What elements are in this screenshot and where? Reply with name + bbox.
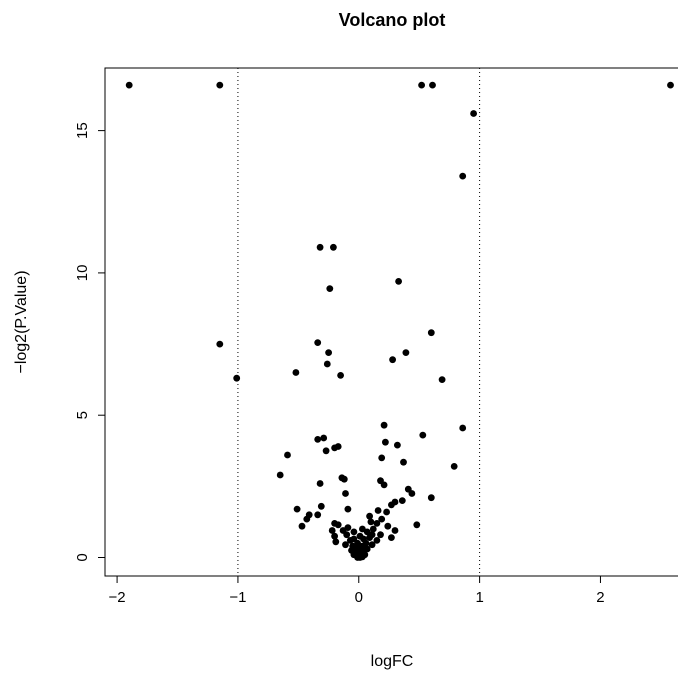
- data-point: [374, 507, 382, 514]
- data-point: [400, 458, 407, 466]
- data-point: [325, 349, 332, 356]
- data-point: [328, 527, 336, 534]
- data-point: [380, 421, 388, 429]
- data-point: [314, 436, 322, 443]
- data-point: [350, 528, 358, 536]
- data-point: [292, 369, 300, 376]
- data-point: [427, 494, 435, 502]
- data-point: [383, 508, 390, 516]
- data-point: [342, 541, 349, 549]
- x-tick-label: 0: [355, 589, 363, 606]
- y-tick-label: 0: [74, 553, 91, 561]
- data-point: [125, 81, 133, 89]
- data-point: [331, 532, 338, 540]
- data-point: [317, 502, 325, 510]
- data-point: [316, 480, 324, 487]
- data-point: [367, 518, 375, 526]
- data-point: [402, 349, 410, 356]
- data-point: [322, 447, 330, 455]
- x-tick-label: 1: [475, 589, 483, 606]
- data-point: [377, 531, 384, 539]
- x-tick-label: −2: [109, 589, 126, 606]
- data-point: [216, 81, 224, 89]
- data-point: [342, 490, 349, 497]
- y-tick-label: 10: [74, 265, 91, 282]
- data-point: [470, 110, 477, 117]
- data-point: [378, 454, 386, 462]
- data-point: [314, 511, 322, 519]
- data-point: [326, 285, 334, 292]
- data-point: [369, 525, 377, 533]
- y-tick-label: 15: [74, 122, 91, 139]
- data-point: [408, 490, 416, 497]
- data-point: [384, 522, 392, 530]
- data-point: [284, 451, 291, 459]
- x-axis-label: logFC: [371, 653, 414, 670]
- data-point: [330, 243, 337, 251]
- data-points: [125, 81, 674, 561]
- data-point: [331, 444, 338, 452]
- data-point: [394, 441, 401, 449]
- data-point: [459, 172, 467, 180]
- data-point: [276, 471, 284, 479]
- data-point: [340, 475, 348, 483]
- data-point: [343, 531, 351, 539]
- data-point: [233, 374, 241, 382]
- x-tick-label: 2: [596, 589, 604, 606]
- data-point: [314, 339, 322, 346]
- data-point: [380, 481, 388, 489]
- data-point: [413, 521, 421, 529]
- data-point: [359, 553, 366, 561]
- data-point: [388, 534, 395, 541]
- data-point: [373, 537, 381, 544]
- y-tick-label: 5: [74, 411, 91, 419]
- data-point: [391, 527, 399, 534]
- data-point: [316, 243, 324, 251]
- data-point: [382, 438, 389, 446]
- y-axis: 0 5 10 15: [74, 122, 106, 562]
- x-tick-label: −1: [229, 589, 246, 606]
- data-point: [438, 376, 446, 383]
- data-point: [293, 505, 301, 513]
- chart-title: Volcano plot: [339, 10, 446, 30]
- data-point: [450, 463, 458, 470]
- data-point: [418, 81, 425, 89]
- y-axis-label: −log2(P.Value): [13, 270, 30, 373]
- data-point: [459, 424, 467, 432]
- data-point: [366, 534, 373, 541]
- data-point: [429, 81, 436, 89]
- data-point: [346, 537, 354, 544]
- data-point: [398, 497, 406, 504]
- data-point: [427, 329, 435, 337]
- data-point: [298, 522, 306, 530]
- data-point: [373, 520, 381, 527]
- data-point: [389, 356, 396, 364]
- data-point: [303, 515, 311, 523]
- data-point: [368, 541, 376, 549]
- data-point: [419, 431, 427, 439]
- data-point: [388, 501, 395, 509]
- data-point: [320, 434, 328, 442]
- data-point: [323, 360, 331, 368]
- data-point: [395, 278, 402, 285]
- data-point: [378, 515, 386, 523]
- x-axis: −2 −1 0 1 2: [109, 575, 605, 606]
- data-point: [366, 512, 373, 520]
- plot-frame: [104, 67, 678, 577]
- data-point: [344, 505, 352, 513]
- reference-lines: [237, 68, 481, 576]
- data-point: [332, 538, 340, 546]
- data-point: [337, 372, 344, 379]
- data-point: [667, 81, 674, 89]
- data-point: [334, 521, 342, 529]
- data-point: [216, 340, 224, 348]
